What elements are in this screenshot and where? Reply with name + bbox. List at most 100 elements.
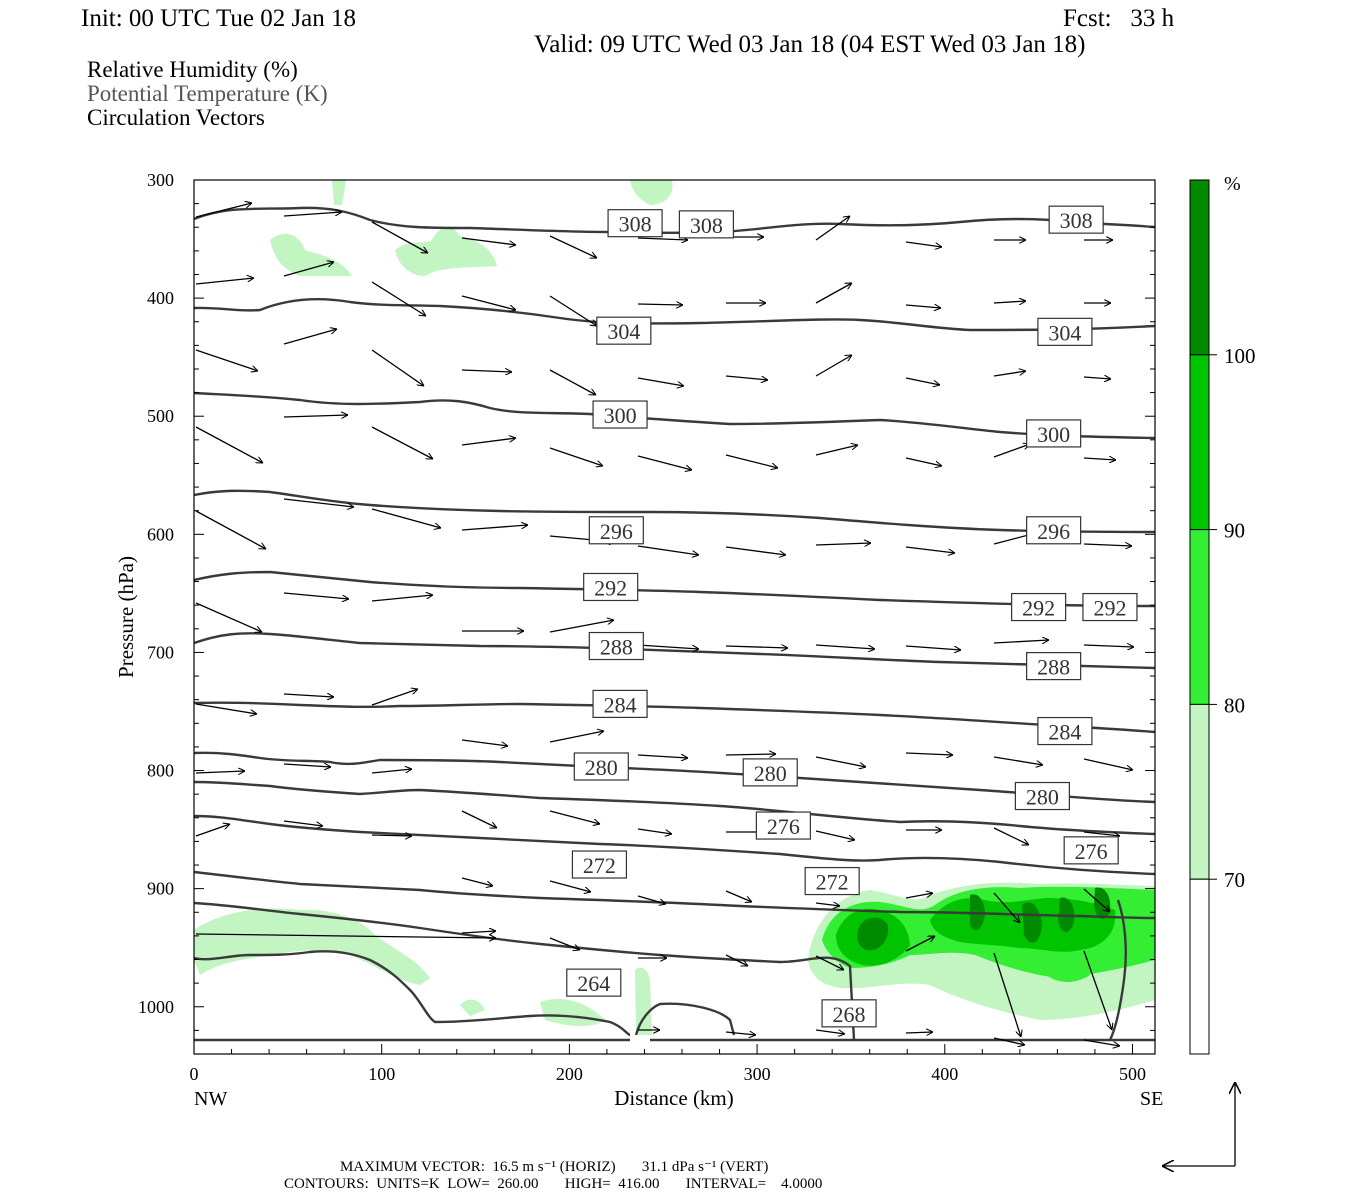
contour-label: 292 — [1082, 592, 1138, 622]
contour-label-text: 284 — [1048, 720, 1081, 745]
contour-label: 280 — [1014, 781, 1070, 811]
circulation-vector — [283, 592, 349, 599]
circulation-vector — [815, 283, 852, 304]
contour-label: 296 — [1026, 516, 1082, 545]
circulation-vector — [815, 1029, 845, 1034]
circulation-vector — [195, 824, 230, 837]
field-vectors: Circulation Vectors — [87, 105, 265, 130]
circulation-vector — [1083, 458, 1116, 460]
contour-label: 276 — [755, 811, 811, 840]
circulation-vector — [905, 645, 961, 650]
contour-label-box — [1082, 592, 1138, 622]
circulation-vector — [637, 755, 688, 758]
endpoint-left: NW — [194, 1088, 227, 1110]
contour-label-box — [1063, 836, 1119, 865]
contour-label-box — [1014, 781, 1070, 811]
colorbar-label: 100 — [1224, 344, 1256, 368]
contour-label: 268 — [821, 999, 877, 1028]
colorbar-segment — [1189, 703, 1210, 880]
circulation-vector — [195, 602, 262, 632]
contour-label-box — [588, 516, 644, 545]
contour-info: CONTOURS: UNITS=K LOW= 260.00 HIGH= 416.… — [284, 1176, 823, 1192]
axis-ticks: 0 100 200 300 400 500 300 400 500 600 700 800 900 100… — [138, 170, 1155, 1084]
circulation-vector — [371, 835, 412, 836]
circulation-vector — [1083, 831, 1120, 836]
circulation-vector — [283, 262, 334, 277]
contour-label: 276 — [1063, 836, 1119, 865]
contour-label-text: 268 — [833, 1002, 866, 1027]
rh-area — [1040, 963, 1090, 982]
contour-label-text: 292 — [1022, 596, 1055, 621]
contour-label-text: 272 — [583, 853, 616, 878]
circulation-vector — [725, 454, 778, 468]
contour-label-box — [607, 209, 663, 238]
endpoint-right: SE — [1140, 1088, 1163, 1110]
contour-label-text: 296 — [1037, 519, 1070, 544]
circulation-vector — [371, 769, 412, 774]
circulation-vector — [461, 525, 528, 531]
y-tick-label: 300 — [147, 170, 174, 190]
circulation-vector — [371, 221, 428, 254]
contour-label: 304 — [1037, 317, 1093, 346]
circulation-vector — [637, 828, 672, 834]
y-tick-label: 800 — [147, 761, 174, 781]
colorbar-segment — [1189, 878, 1210, 1055]
contour-labels: 308 308 308 304 304 300 300 296 296 292 292 292 288 2… — [566, 205, 1138, 1028]
circulation-vector — [371, 281, 426, 316]
circulation-vector — [905, 935, 935, 952]
circulation-vector — [725, 890, 752, 902]
contour-label-text: 272 — [816, 870, 849, 895]
contour-label: 280 — [742, 758, 798, 787]
contour-label: 296 — [588, 516, 644, 545]
colorbar-segment — [1189, 354, 1210, 531]
contour-label-box — [573, 752, 629, 781]
circulation-vector — [461, 438, 516, 446]
contour-label-box — [592, 689, 648, 719]
circulation-vector — [1083, 1039, 1120, 1046]
circulation-vector — [905, 377, 940, 385]
circulation-vector — [993, 892, 1020, 923]
circulation-vectors — [195, 203, 1134, 1046]
circulation-vector — [993, 952, 1021, 1037]
contour-label: 272 — [804, 866, 860, 896]
contour-label-text: 304 — [1048, 320, 1081, 345]
circulation-vector — [461, 370, 512, 372]
isentrope-line — [194, 298, 1155, 332]
max-vector-note: MAXIMUM VECTOR: 16.5 m s⁻¹ (HORIZ) 31.1 … — [340, 1159, 769, 1175]
contour-label-text: 300 — [604, 403, 637, 428]
contour-label: 308 — [678, 210, 735, 239]
contour-label-text: 308 — [690, 213, 723, 238]
contour-label-box — [1048, 205, 1104, 234]
forecast-hour: Fcst: 33 h — [1063, 5, 1175, 32]
circulation-vector — [637, 895, 666, 904]
isentrope-line — [194, 780, 1155, 836]
contour-label-text: 288 — [600, 635, 633, 660]
circulation-vector — [637, 545, 699, 555]
circulation-vector — [993, 1037, 1025, 1045]
contour-label-text: 280 — [585, 755, 618, 780]
contour-label-box — [1026, 652, 1082, 681]
isentrope-line — [194, 632, 1155, 670]
y-tick-label: 600 — [147, 524, 174, 544]
contour-label-text: 304 — [607, 319, 640, 344]
circulation-vector — [283, 820, 323, 826]
circulation-vector — [815, 903, 840, 906]
circulation-vector — [905, 305, 941, 308]
x-tick-label: 200 — [556, 1064, 583, 1084]
contour-label-box — [1011, 592, 1067, 622]
circulation-vector — [549, 810, 600, 824]
isentrope-line — [1108, 899, 1127, 1041]
circulation-vector — [637, 304, 683, 305]
rh-area — [630, 180, 673, 205]
contour-label-box — [588, 631, 644, 661]
relative-humidity-shading — [194, 180, 1155, 1035]
circulation-vector — [637, 644, 699, 649]
contour-label-text: 280 — [1026, 785, 1059, 810]
circulation-vector — [993, 371, 1026, 377]
rh-area — [857, 917, 889, 951]
circulation-vector — [283, 498, 354, 507]
rh-area — [270, 233, 352, 276]
circulation-vector — [461, 931, 496, 933]
circulation-vector — [283, 415, 348, 417]
contour-label: 300 — [592, 400, 648, 429]
